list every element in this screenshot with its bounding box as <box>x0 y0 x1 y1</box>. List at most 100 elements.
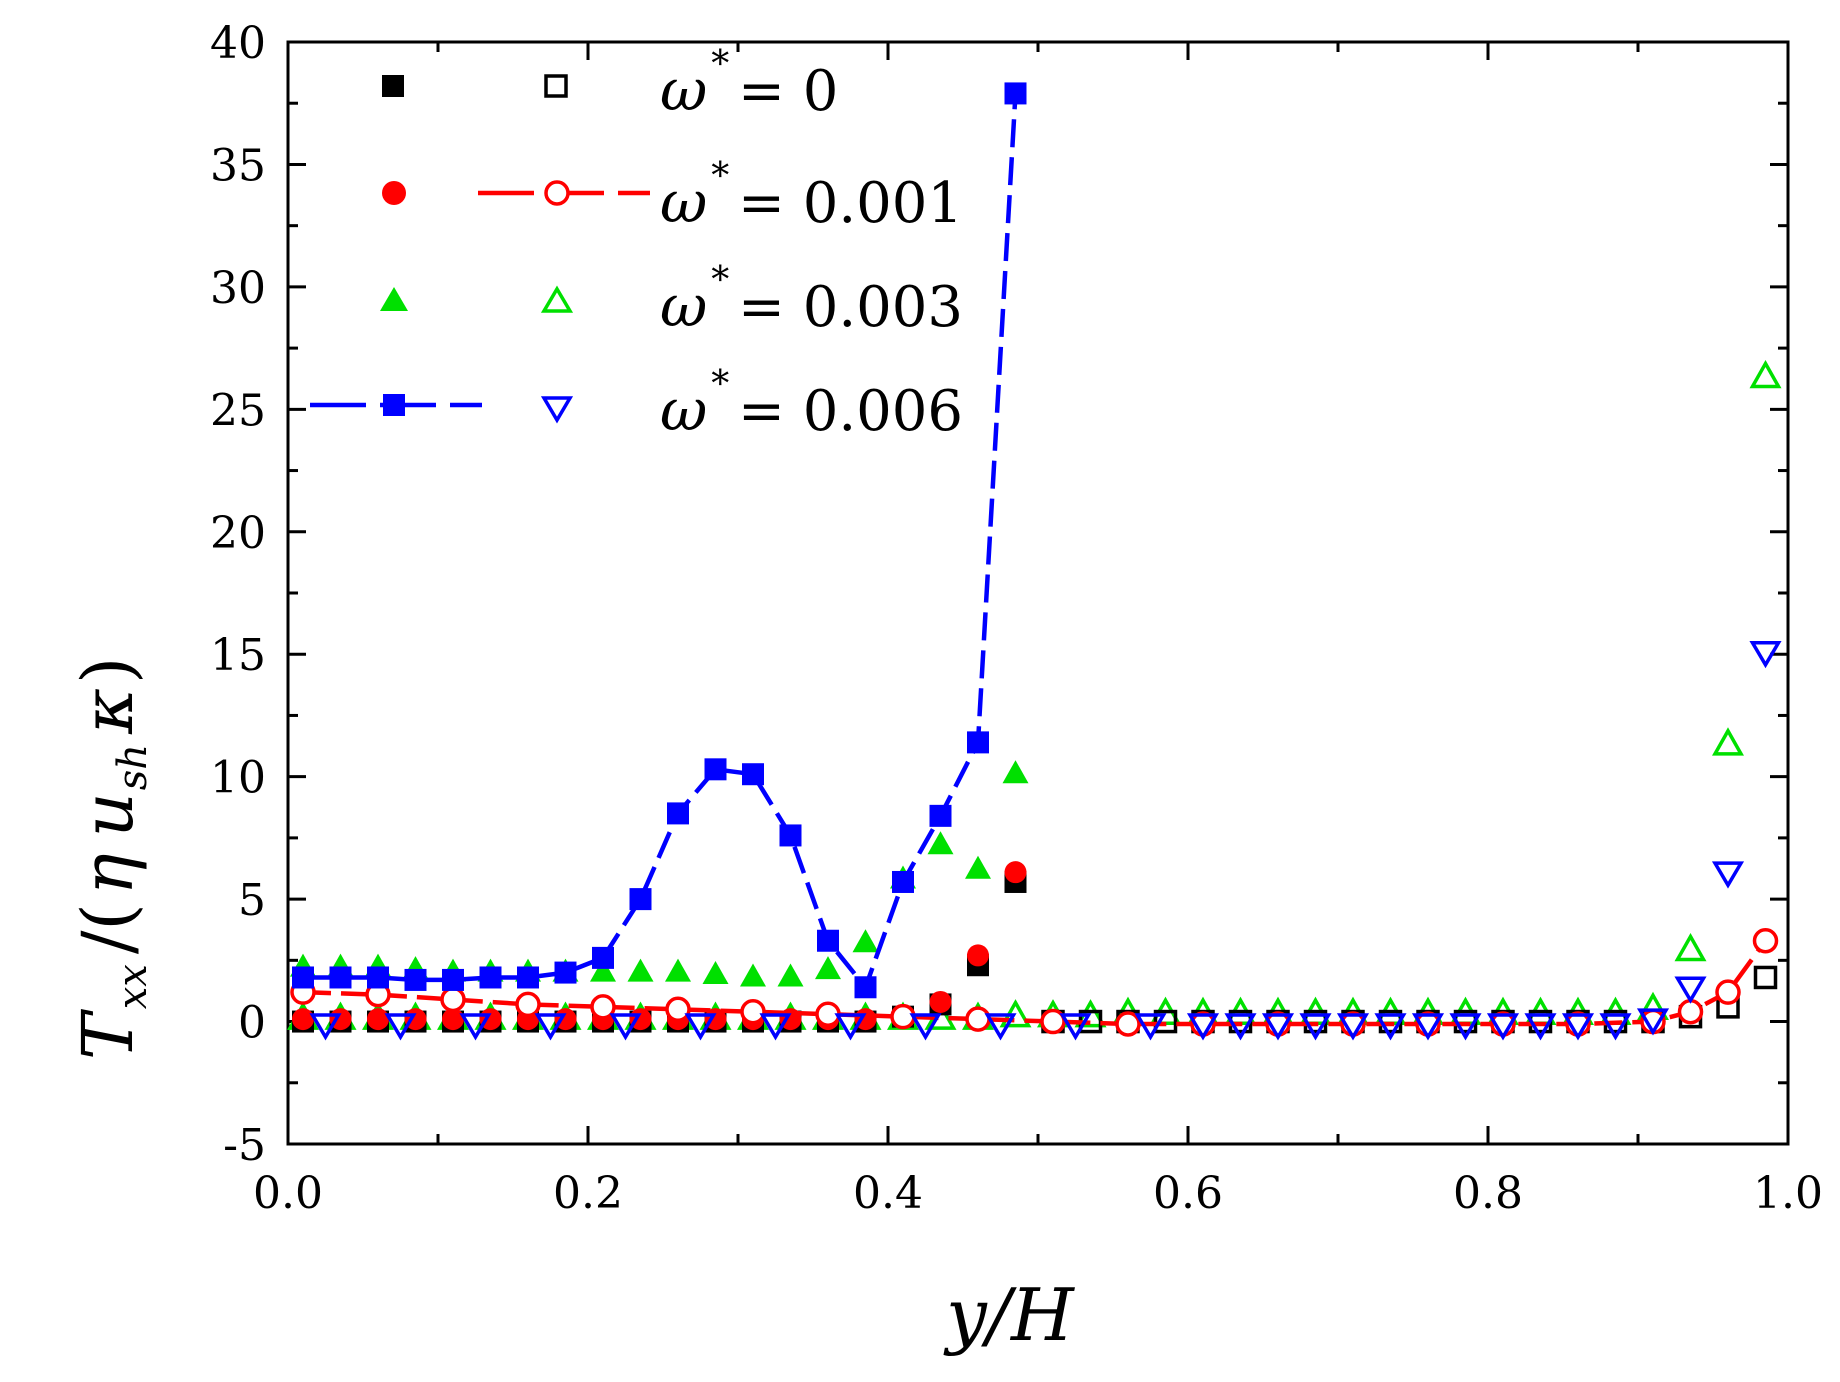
y-tick-label: 30 <box>210 263 266 314</box>
data-point <box>590 958 616 982</box>
series-7 <box>309 641 1782 1041</box>
data-point <box>742 763 764 786</box>
y-title-main-sub: xx <box>110 964 156 1009</box>
legend-marker-open-3 <box>540 396 574 424</box>
x-tick-label: 1.0 <box>1753 1168 1823 1219</box>
data-point <box>292 966 314 989</box>
legend-symbol-2: ω * <box>660 260 729 340</box>
data-point <box>759 1013 792 1041</box>
data-point <box>554 961 577 984</box>
data-point <box>1674 932 1707 962</box>
y-tick-label: 15 <box>210 630 266 681</box>
y-title-u: u <box>67 792 149 837</box>
data-point <box>515 991 541 1018</box>
data-point <box>1449 1013 1482 1041</box>
x-tick-label: 0.2 <box>553 1168 623 1219</box>
data-point <box>1134 1013 1167 1041</box>
data-point <box>740 963 766 987</box>
data-point <box>1186 1013 1220 1041</box>
data-point <box>534 1013 567 1041</box>
y-tick-label: 35 <box>210 140 266 191</box>
series-6 <box>292 82 1027 999</box>
legend-symbol-1: ω * <box>660 156 729 236</box>
y-title-slash: /( <box>67 903 149 954</box>
data-point <box>892 870 914 893</box>
data-point <box>1040 1008 1066 1035</box>
data-point <box>442 1008 464 1031</box>
data-point <box>1712 727 1744 756</box>
data-point <box>777 963 804 987</box>
data-point <box>817 929 839 952</box>
data-point <box>965 1006 991 1032</box>
legend-marker-open-2 <box>540 285 574 313</box>
data-point <box>459 1013 492 1041</box>
tick-labels: 0.0 0.2 0.4 0.6 0.8 1.0 -5 0 5 10 15 20 25 30 35 40 <box>210 18 1823 1219</box>
legend-entry-2: ω * = 0.003 <box>380 260 963 340</box>
y-tick-label: 10 <box>210 753 266 804</box>
data-point <box>702 961 729 985</box>
data-point <box>404 968 427 991</box>
data-point <box>1115 1011 1141 1037</box>
data-point <box>779 824 802 847</box>
data-point <box>629 888 652 911</box>
data-point <box>1753 965 1778 990</box>
series-3 <box>290 927 1779 1037</box>
data-point <box>665 958 691 982</box>
series-layer <box>287 82 1782 1041</box>
data-point <box>367 966 389 989</box>
data-point <box>329 966 352 989</box>
legend: ω * = 0 ω * = 0.001 ω * = 0.003 ω * = 0.006 <box>310 44 963 444</box>
legend-label-3: = 0.006 <box>738 379 963 444</box>
x-tick-label: 0.6 <box>1153 1168 1223 1219</box>
data-point <box>967 731 989 754</box>
data-point <box>909 1013 942 1041</box>
data-point <box>1004 861 1027 884</box>
x-tick-label: 0.4 <box>853 1168 923 1219</box>
data-point <box>1374 1013 1407 1041</box>
series-5 <box>287 359 1782 1030</box>
data-point <box>1749 359 1782 389</box>
data-point <box>1674 976 1707 1004</box>
legend-marker-open-1 <box>544 180 570 206</box>
y-tick-label: 5 <box>238 875 266 926</box>
y-tick-label: 25 <box>210 385 266 436</box>
data-point <box>984 1013 1017 1041</box>
data-point <box>927 831 954 855</box>
axis-ticks <box>286 40 1790 1146</box>
legend-marker-filled-3 <box>383 394 405 416</box>
legend-label-2: = 0.003 <box>738 275 963 340</box>
data-point <box>1002 760 1029 784</box>
data-point <box>367 1008 389 1031</box>
data-point <box>609 1013 642 1041</box>
y-title-main: T <box>67 1009 149 1060</box>
data-point <box>965 855 991 879</box>
data-point <box>1059 1013 1092 1041</box>
data-point <box>479 966 502 989</box>
data-point <box>929 990 952 1013</box>
y-title-u-sub: sh <box>110 744 156 790</box>
data-point <box>1261 1013 1295 1041</box>
data-point <box>590 994 616 1020</box>
series-4 <box>290 760 1029 987</box>
y-tick-label: -5 <box>223 1120 266 1171</box>
x-tick-label: 0.0 <box>253 1168 323 1219</box>
legend-label-1: = 0.001 <box>738 171 963 236</box>
x-axis-title: y/H <box>943 1273 1075 1357</box>
data-point <box>967 944 989 967</box>
data-point <box>1004 82 1027 105</box>
data-point <box>1599 1013 1632 1041</box>
data-point <box>1411 1013 1445 1041</box>
data-point <box>384 1013 417 1041</box>
data-point <box>309 1013 342 1041</box>
data-point <box>592 946 614 969</box>
data-point <box>1336 1013 1370 1041</box>
data-point <box>1299 1013 1332 1041</box>
data-point <box>1749 641 1782 669</box>
y-tick-label: 40 <box>210 18 266 69</box>
svg-text:Txx/(ηushκ): Txx /(ηush κ) <box>67 657 156 1060</box>
data-point <box>440 986 466 1013</box>
data-point <box>1636 1008 1670 1036</box>
data-point <box>704 758 727 781</box>
data-point <box>627 958 654 982</box>
legend-marker-filled-2 <box>380 287 408 311</box>
